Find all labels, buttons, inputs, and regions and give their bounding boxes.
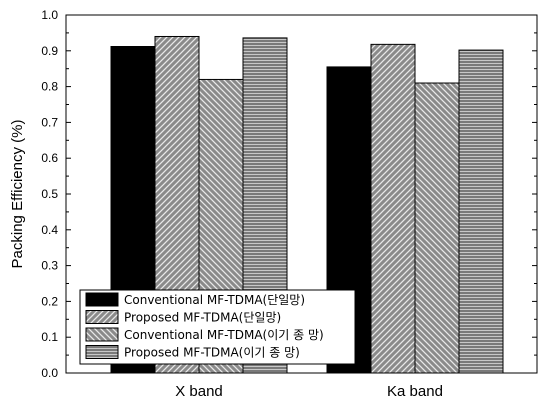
y-tick-label: 0.7 xyxy=(41,115,58,129)
y-tick-label: 0.3 xyxy=(41,259,58,273)
y-tick-label: 0.6 xyxy=(41,151,58,165)
bar xyxy=(370,43,416,374)
y-tick-label: 0.4 xyxy=(41,223,58,237)
legend-label: Conventional MF-TDMA(단일망) xyxy=(124,293,305,307)
legend-label: Proposed MF-TDMA(단일망) xyxy=(124,311,281,325)
y-tick-label: 0.9 xyxy=(41,44,58,58)
y-tick-label: 1.0 xyxy=(41,8,58,22)
bar xyxy=(458,49,504,374)
legend-swatch xyxy=(85,310,119,324)
y-tick-label: 0.5 xyxy=(41,187,58,201)
legend-label: Proposed MF-TDMA(이기 종 망) xyxy=(124,346,300,360)
legend: Conventional MF-TDMA(단일망) Proposed MF-TDM… xyxy=(79,289,356,365)
bar xyxy=(414,82,460,374)
y-axis-title: Packing Efficiency (%) xyxy=(9,120,26,269)
x-axis: X band Ka band xyxy=(175,368,443,400)
y-tick-label: 0.1 xyxy=(41,330,58,344)
legend-swatch xyxy=(85,327,119,342)
legend-box xyxy=(79,289,356,365)
y-axis: 0.0 0.1 0.2 0.3 0.4 0.5 0.6 0.7 0.8 0.9 1.0 xyxy=(41,8,537,380)
y-tick-label: 0.2 xyxy=(41,294,58,308)
x-tick-label: Ka band xyxy=(387,383,443,400)
x-tick-label: X band xyxy=(175,383,223,400)
y-tick-label: 0.0 xyxy=(41,366,58,380)
y-tick-label: 0.8 xyxy=(41,80,58,94)
legend-label: Conventional MF-TDMA(이기 종 망) xyxy=(124,328,324,342)
legend-swatch xyxy=(85,345,119,359)
legend-swatch xyxy=(85,292,119,307)
